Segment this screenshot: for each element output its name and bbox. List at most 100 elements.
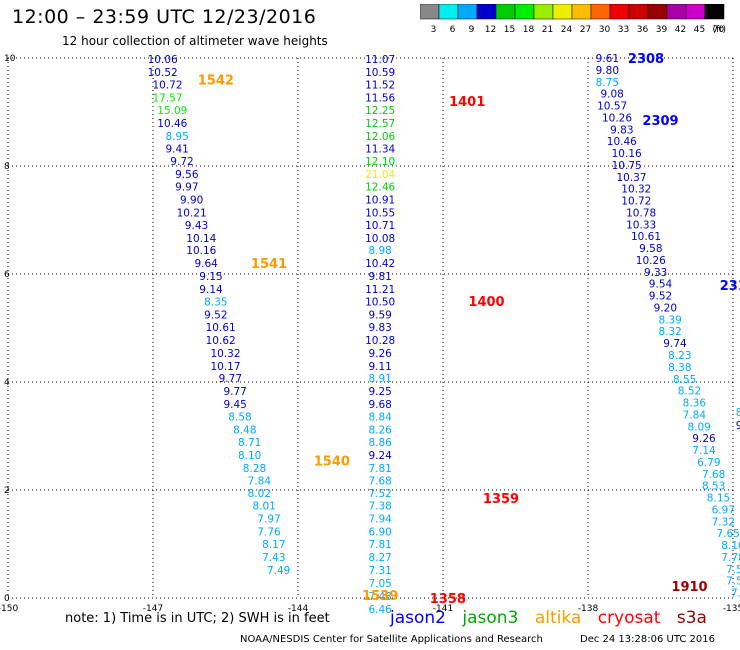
- wave-height-value: 10.26: [636, 255, 666, 267]
- wave-height-value: 8.98: [368, 245, 391, 257]
- y-tick-label: 2: [4, 486, 10, 496]
- wave-height-value: 6.97: [712, 504, 735, 516]
- scale-level-label: 9: [469, 25, 475, 35]
- scale-level-label: 15: [504, 25, 515, 35]
- wave-height-value: 8.23: [668, 350, 691, 362]
- wave-height-value: 9.64: [194, 258, 218, 270]
- wave-height-value: 10.61: [206, 322, 236, 334]
- wave-height-value: 7.31: [368, 565, 391, 577]
- wave-height-value: 9.58: [639, 243, 662, 255]
- wave-height-value: 7.65: [716, 528, 739, 540]
- scale-level-label: 36: [637, 25, 649, 35]
- wave-height-value: 10.46: [157, 118, 187, 130]
- wave-height-value: 8.58: [228, 412, 251, 424]
- wave-height-value: 9.33: [644, 267, 667, 279]
- wave-height-value: 7.14: [692, 445, 716, 457]
- wave-height-value: 7.43: [262, 552, 285, 564]
- track-label: 1541: [251, 257, 287, 272]
- wave-height-value: 6.46: [368, 604, 392, 616]
- wave-height-value: 10.28: [365, 335, 395, 347]
- wave-height-value: 7.05: [368, 578, 391, 590]
- wave-height-value: 10.91: [365, 194, 395, 206]
- wave-height-value: 7.84: [248, 475, 272, 487]
- y-tick-label: 10: [4, 54, 16, 64]
- track-label: 1910: [671, 580, 707, 595]
- footer-note: note: 1) Time is in UTC; 2) SWH is in fe…: [65, 611, 330, 626]
- color-scale-legend: 3 6 9 12 15 18 21 24 27 30 33 36 39 42 45 70(ft): [420, 4, 726, 35]
- wave-height-value: 8.17: [262, 539, 285, 551]
- wave-height-value: 9.43: [185, 220, 208, 232]
- credit-line: NOAA/NESDIS Center for Satellite Applica…: [240, 634, 543, 645]
- wave-height-value: 7.52: [726, 576, 740, 588]
- wave-height-value: 10.50: [365, 297, 395, 309]
- wave-height-value: 9.25: [368, 386, 391, 398]
- wave-height-value: 8.10: [721, 540, 740, 552]
- wave-height-value: 8.09: [687, 421, 710, 433]
- wave-height-value: 9.72: [170, 156, 193, 168]
- track-label: 1401: [449, 95, 485, 110]
- wave-height-value: 7.94: [368, 514, 392, 526]
- wave-height-value: 8.55: [673, 374, 696, 386]
- wave-height-value: 8.95: [165, 131, 188, 143]
- wave-height-value: 8.38: [668, 362, 691, 374]
- grid: [7, 57, 734, 599]
- wave-height-value: 10.16: [186, 245, 216, 257]
- wave-height-value: 7.81: [368, 539, 391, 551]
- scale-swatch: [704, 4, 725, 20]
- wave-height-value: 7.97: [257, 514, 280, 526]
- wave-height-value: 9.08: [600, 89, 623, 101]
- legend-cryosat: cryosat: [597, 608, 661, 628]
- wave-height-value: 9.77: [219, 373, 242, 385]
- wave-height-value: 7.68: [702, 469, 725, 481]
- wave-height-value: 9.81: [368, 271, 391, 283]
- wave-height-value: 10.14: [186, 233, 216, 245]
- wave-height-value: 10.62: [206, 335, 236, 347]
- wave-height-value: 9.24: [368, 450, 392, 462]
- wave-height-value: 8.32: [658, 326, 681, 338]
- y-tick-label: 4: [4, 378, 10, 388]
- wave-height-value: 10.32: [210, 348, 240, 360]
- legend-altika: altika: [534, 608, 582, 628]
- wave-height-value: 11.07: [365, 54, 395, 66]
- wave-height-value: 10.17: [210, 361, 240, 373]
- x-tick-label: -150: [0, 604, 18, 614]
- track-label: 1359: [483, 492, 519, 507]
- wave-height-value: 9.80: [596, 65, 619, 77]
- wave-height-value: 8.27: [368, 552, 391, 564]
- wave-height-value: 8.15: [707, 493, 730, 505]
- wave-height-value: 7.56: [726, 564, 740, 576]
- wave-height-value: 8.75: [596, 77, 619, 89]
- wave-height-value: 10.71: [365, 220, 395, 232]
- wave-height-value: 10.42: [365, 258, 395, 270]
- y-tick-label: 8: [4, 162, 10, 172]
- wave-height-value: 10.78: [626, 207, 656, 219]
- wave-height-value: 9.61: [596, 53, 619, 65]
- wave-height-value: 10.08: [365, 233, 395, 245]
- wave-height-value: 12.06: [365, 131, 395, 143]
- wave-height-value: 12.25: [365, 105, 395, 117]
- chart-subtitle: 12 hour collection of altimeter wave hei…: [62, 34, 328, 48]
- scale-level-label: 42: [675, 25, 686, 35]
- wave-height-value: 9.83: [610, 124, 633, 136]
- wave-height-value: 6.79: [697, 457, 720, 469]
- scale-level-label: 70: [713, 25, 725, 35]
- legend-jason3: jason3: [462, 608, 519, 628]
- wave-height-value: 9.14: [199, 284, 223, 296]
- wave-height-value: 9.74: [663, 338, 687, 350]
- wave-height-value: 9.45: [223, 399, 246, 411]
- wave-height-value: 10.57: [597, 101, 627, 113]
- generated-timestamp: Dec 24 13:28:06 UTC 2016: [580, 634, 715, 645]
- scale-level-label: 39: [656, 25, 668, 35]
- wave-height-value: 8.48: [233, 425, 256, 437]
- wave-height-value: 7.43: [368, 591, 391, 603]
- wave-height-value: 10.72: [152, 79, 182, 91]
- wave-height-value: 7.81: [368, 463, 391, 475]
- wave-height-value: 9.90: [180, 194, 203, 206]
- wave-height-value: 8.86: [368, 437, 392, 449]
- wave-height-value: 15.09: [157, 105, 187, 117]
- wave-height-value: 7.68: [368, 475, 391, 487]
- wave-height-value: 7.32: [712, 516, 735, 528]
- wave-height-value: 12.57: [365, 118, 395, 130]
- wave-height-value: 10.52: [148, 67, 178, 79]
- x-tick-label: -144: [288, 604, 309, 614]
